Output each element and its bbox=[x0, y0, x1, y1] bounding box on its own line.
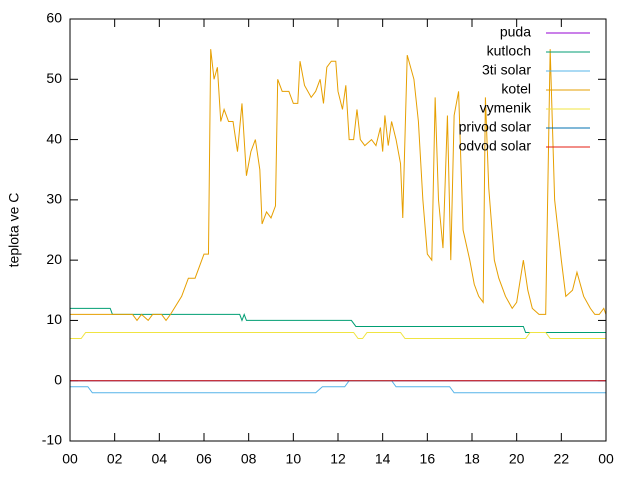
x-tick-label: 14 bbox=[375, 451, 391, 467]
y-axis-label: teplota ve C bbox=[6, 193, 22, 268]
x-tick-label: 16 bbox=[420, 451, 436, 467]
plot-border bbox=[69, 18, 607, 442]
series-line bbox=[70, 49, 607, 322]
x-tick-label: 02 bbox=[107, 451, 123, 467]
x-tick-label: 04 bbox=[152, 451, 168, 467]
y-tick-label: 50 bbox=[46, 70, 62, 86]
y-tick-label: 60 bbox=[46, 10, 62, 26]
y-tick-label: 30 bbox=[46, 191, 62, 207]
legend-label: kutloch bbox=[487, 43, 531, 59]
x-tick-label: 08 bbox=[241, 451, 257, 467]
y-tick-label: -10 bbox=[42, 432, 62, 448]
legend-label: puda bbox=[500, 24, 531, 40]
x-tick-label: 22 bbox=[554, 451, 570, 467]
y-tick-label: 10 bbox=[46, 311, 62, 327]
legend-label: vymenik bbox=[480, 100, 532, 116]
y-tick-label: 20 bbox=[46, 251, 62, 267]
x-tick-label: 20 bbox=[509, 451, 525, 467]
x-tick-label: 00 bbox=[598, 451, 614, 467]
series-line bbox=[70, 307, 606, 333]
y-tick-label: 40 bbox=[46, 130, 62, 146]
x-tick-label: 18 bbox=[464, 451, 480, 467]
legend-label: kotel bbox=[501, 81, 531, 97]
legend-label: 3ti solar bbox=[482, 62, 531, 78]
legend-label: odvod solar bbox=[459, 138, 532, 154]
series-line bbox=[70, 331, 606, 340]
y-tick-label: 0 bbox=[54, 371, 62, 387]
x-tick-label: 00 bbox=[62, 451, 78, 467]
x-tick-label: 12 bbox=[330, 451, 346, 467]
x-tick-label: 06 bbox=[196, 451, 212, 467]
legend-label: privod solar bbox=[459, 119, 532, 135]
series-line bbox=[70, 380, 606, 394]
x-tick-label: 10 bbox=[286, 451, 302, 467]
